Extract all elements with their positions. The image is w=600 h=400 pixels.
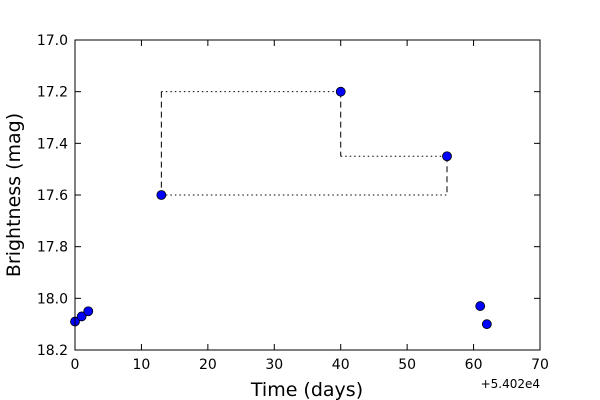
data-points (70, 86, 492, 330)
x-tick-label-1: 10 (133, 357, 151, 373)
y-axis-label: Brightness (mag) (3, 113, 25, 277)
data-point-5 (442, 151, 452, 162)
x-axis-ticks: 0 10 20 30 40 50 60 70 (71, 40, 549, 373)
x-tick-label-3: 30 (265, 357, 283, 373)
x-tick-label-7: 70 (531, 357, 549, 373)
guide-lines (160, 91, 448, 196)
x-axis-label: Time (days) (250, 379, 363, 400)
y-tick-label-4: 17.8 (37, 240, 68, 256)
x-tick-label-0: 0 (71, 357, 80, 373)
data-point-3 (156, 190, 167, 200)
data-point-4 (335, 86, 346, 97)
x-tick-label-4: 40 (332, 357, 350, 373)
y-tick-label-6: 18.2 (37, 343, 68, 359)
data-point-1 (76, 311, 87, 322)
data-point-2 (83, 306, 94, 317)
x-tick-label-2: 20 (199, 357, 217, 373)
y-axis-ticks: 17.0 17.2 17.4 17.6 17.8 18.0 18.2 (37, 33, 540, 359)
data-point-7 (481, 319, 492, 330)
y-tick-label-1: 17.2 (37, 85, 68, 101)
y-tick-label-3: 17.6 (37, 188, 68, 204)
plot-area (75, 40, 540, 350)
y-tick-label-0: 17.0 (37, 33, 68, 49)
y-tick-label-2: 17.4 (37, 136, 68, 152)
x-tick-label-6: 60 (465, 357, 483, 373)
x-offset-label: +5.402e4 (481, 377, 540, 391)
data-point-6 (475, 301, 486, 311)
y-tick-label-5: 18.0 (37, 291, 68, 307)
x-tick-label-5: 50 (398, 357, 416, 373)
